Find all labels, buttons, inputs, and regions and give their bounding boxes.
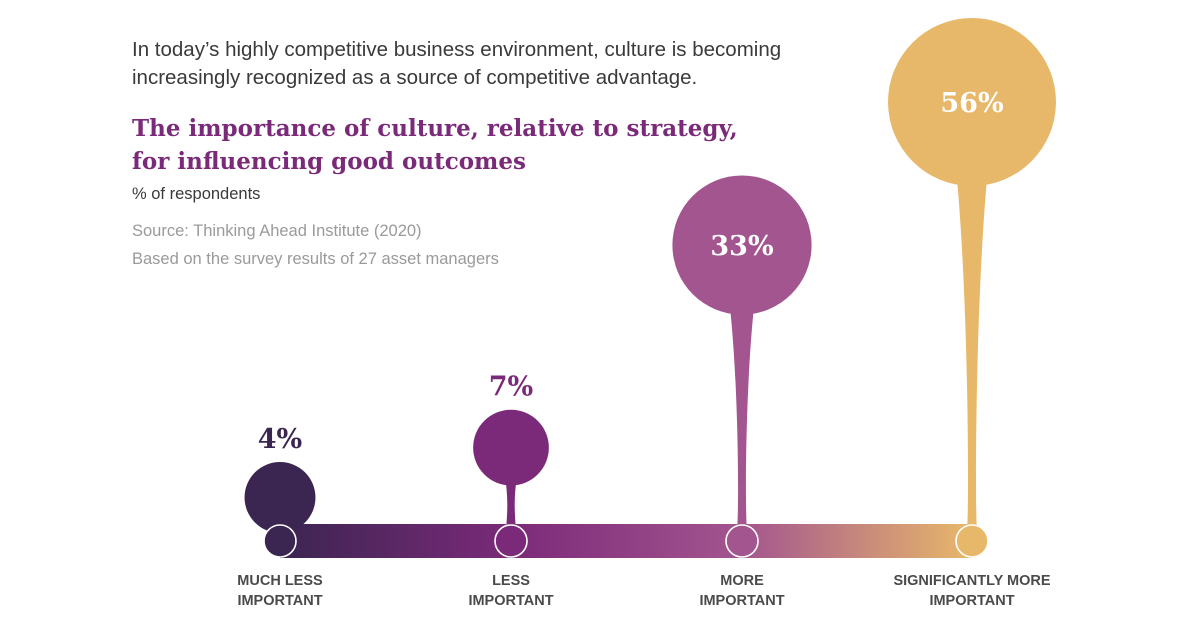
value-label: 7% [489,372,533,403]
category-label: IMPORTANT [468,593,553,609]
bubble [672,175,812,315]
value-label: 33% [710,231,773,262]
source-line: Source: Thinking Ahead Institute (2020) [132,222,422,240]
bubble-stem [953,144,991,527]
category-label: IMPORTANT [699,593,784,609]
category-label: IMPORTANT [929,593,1014,609]
scale-node [494,524,528,558]
category-label: MORE [720,573,764,589]
value-label: 56% [940,88,1003,119]
bubble-stem [726,279,758,527]
intro-text: In today’s highly competitive business e… [132,38,782,89]
value-label: 4% [258,424,302,455]
scale-node [263,524,297,558]
chart-title: The importance of culture, relative to s… [132,115,738,175]
category-label: SIGNIFICANTLY MORE [893,573,1050,589]
scale-node [955,524,989,558]
category-label: IMPORTANT [237,593,322,609]
source-line: Based on the survey results of 27 asset … [132,250,499,268]
bubble [244,462,316,533]
scale-bar [280,524,972,558]
category-label: MUCH LESS [237,573,323,589]
category-label: LESS [492,573,530,589]
bubble [888,18,1056,186]
scale-node [725,524,759,558]
chart-source: Source: Thinking Ahead Institute (2020) … [132,217,499,273]
bubble [473,409,549,486]
chart-unit-label: % of respondents [132,185,261,203]
